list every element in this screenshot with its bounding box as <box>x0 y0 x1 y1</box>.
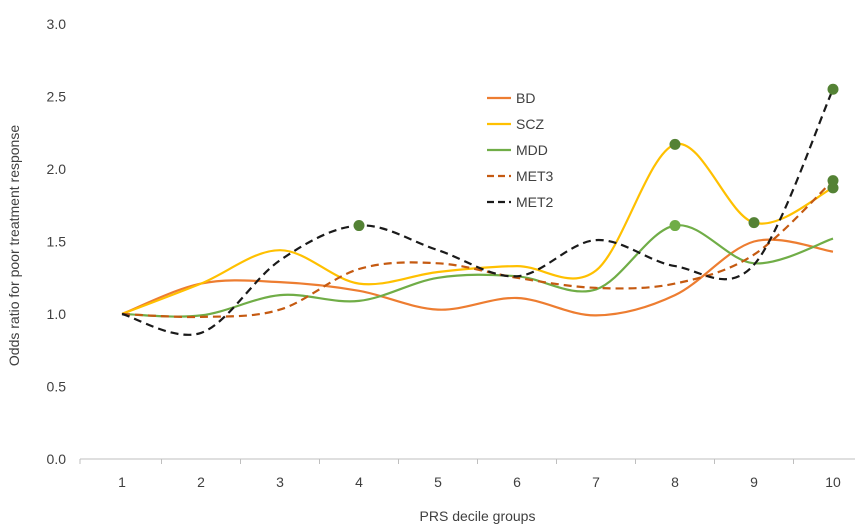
x-tick-label: 9 <box>750 474 758 490</box>
x-axis-title: PRS decile groups <box>420 508 536 524</box>
legend-label: MDD <box>516 142 548 158</box>
y-tick-label: 1.5 <box>47 234 67 250</box>
significance-marker <box>669 220 681 232</box>
y-axis-title: Odds ratio for poor treatment response <box>6 125 22 366</box>
series-line-met2 <box>121 88 835 336</box>
x-tick-label: 5 <box>434 474 442 490</box>
y-tick-label: 3.0 <box>47 16 67 32</box>
significance-marker <box>669 138 681 150</box>
y-tick-label: 2.0 <box>47 161 67 177</box>
significance-markers <box>353 83 839 232</box>
legend-label: MET2 <box>516 194 554 210</box>
x-tick-label: 3 <box>276 474 284 490</box>
significance-marker <box>827 175 839 187</box>
y-tick-label: 0.0 <box>47 451 67 467</box>
x-tick-label: 2 <box>197 474 205 490</box>
significance-marker <box>748 217 760 229</box>
significance-marker <box>827 83 839 95</box>
x-tick-label: 6 <box>513 474 521 490</box>
x-tick-label: 7 <box>592 474 600 490</box>
series-line-mdd <box>121 224 834 318</box>
series-lines <box>121 88 835 336</box>
y-axis-ticks: 0.0 0.5 1.0 1.5 2.0 2.5 3.0 <box>47 16 67 467</box>
series-line-met3 <box>121 179 834 319</box>
x-axis-ticks: 1 2 3 4 5 6 7 8 9 10 <box>79 459 841 490</box>
y-tick-label: 0.5 <box>47 379 67 395</box>
series-line-scz <box>121 143 834 316</box>
y-tick-label: 1.0 <box>47 306 67 322</box>
x-tick-label: 8 <box>671 474 679 490</box>
significance-marker <box>353 220 365 232</box>
legend-label: BD <box>516 90 535 106</box>
y-tick-label: 2.5 <box>47 89 67 105</box>
x-tick-label: 10 <box>825 474 841 490</box>
legend-label: MET3 <box>516 168 554 184</box>
legend: BD SCZ MDD MET3 MET2 <box>487 90 554 210</box>
legend-label: SCZ <box>516 116 544 132</box>
x-tick-label: 4 <box>355 474 363 490</box>
x-tick-label: 1 <box>118 474 126 490</box>
series-line-bd <box>121 238 834 317</box>
